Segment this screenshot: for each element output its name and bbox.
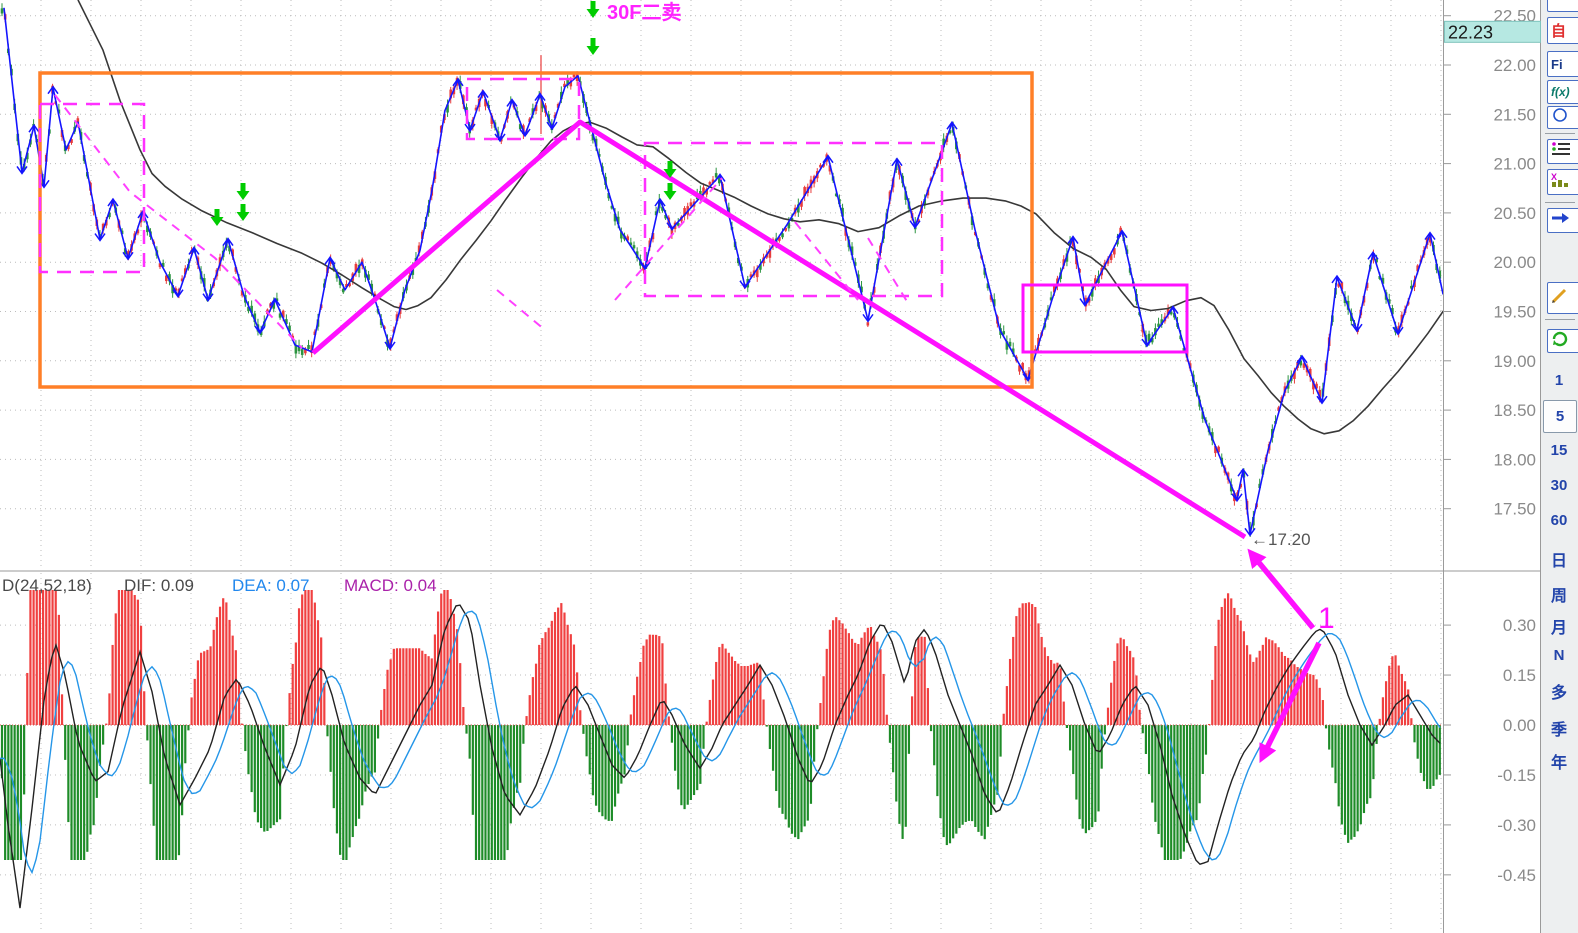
draw-tool-button[interactable] xyxy=(1547,282,1578,314)
chart-canvas[interactable]: 22.5022.0021.5021.0020.5020.0019.5019.00… xyxy=(0,0,1541,933)
period-周[interactable]: 周 xyxy=(1550,588,1567,605)
macd-tick-label: 0.00 xyxy=(1503,716,1536,735)
dea-line xyxy=(0,610,1441,875)
period-60[interactable]: 60 xyxy=(1550,512,1568,529)
dif-line xyxy=(0,604,1441,909)
price-tick-label: 18.50 xyxy=(1493,401,1536,420)
current-price-tag: 22.23 xyxy=(1444,20,1541,43)
period-N[interactable]: N xyxy=(1553,647,1565,664)
quote-list-button[interactable] xyxy=(1547,139,1578,164)
toolbar-separator xyxy=(1545,202,1575,203)
low-price-label: ←17.20 xyxy=(1251,530,1311,549)
toolbar-separator xyxy=(1545,319,1575,320)
price-tick-label: 21.00 xyxy=(1493,155,1536,174)
period-日[interactable]: 日 xyxy=(1550,553,1567,570)
price-tick-label: 20.00 xyxy=(1493,253,1536,272)
toolbar-separator xyxy=(1545,133,1575,134)
macd-tick-label: -0.15 xyxy=(1497,766,1536,785)
annotation-boxes xyxy=(38,71,1189,389)
right-toolbar: 自 Fi f(x) X 1 5 15 30 60 日周月 N 多季年 xyxy=(1541,0,1578,933)
macd-formula-label: D(24,52,18) xyxy=(2,576,92,595)
panel-borders xyxy=(0,0,1541,933)
price-axis: 22.5022.0021.5021.0020.5020.0019.5019.00… xyxy=(1444,7,1541,885)
annotation-marker-1: 1 xyxy=(1318,602,1335,635)
magenta-arrows xyxy=(1247,548,1322,764)
macd-tick-label: -0.30 xyxy=(1497,816,1536,835)
period-年[interactable]: 年 xyxy=(1550,755,1567,772)
period-15[interactable]: 15 xyxy=(1550,442,1568,459)
circle-tool-button[interactable] xyxy=(1547,106,1578,129)
svg-text:X: X xyxy=(1551,172,1557,182)
macd-histogram xyxy=(0,590,1443,860)
custom-stock-button[interactable]: 自 xyxy=(1547,17,1578,44)
switch-button[interactable] xyxy=(1547,208,1578,233)
price-tick-label: 19.00 xyxy=(1493,352,1536,371)
zigzag-segment-line xyxy=(3,7,1443,537)
macd-tick-label: 0.15 xyxy=(1503,666,1536,685)
macd-value-label: MACD: 0.04 xyxy=(344,576,437,595)
period-30[interactable]: 30 xyxy=(1550,477,1568,494)
grid xyxy=(0,0,1443,933)
period-季[interactable]: 季 xyxy=(1550,722,1567,739)
candlestick-series xyxy=(0,3,1442,537)
period-5[interactable]: 5 xyxy=(1543,400,1577,433)
formula-button[interactable]: f(x) xyxy=(1547,80,1578,104)
dif-value-label: DIF: 0.09 xyxy=(124,576,194,595)
sell-signal-label: 30F二卖 xyxy=(607,1,681,24)
price-tick-label: 17.50 xyxy=(1493,500,1536,519)
period-多[interactable]: 多 xyxy=(1550,685,1567,702)
price-tick-label: 19.50 xyxy=(1493,303,1536,322)
period-1[interactable]: 1 xyxy=(1554,372,1564,389)
price-tick-label: 21.50 xyxy=(1493,105,1536,124)
analysis-button[interactable]: X xyxy=(1547,169,1578,195)
ma-line xyxy=(77,0,1443,435)
current-price-value: 22.23 xyxy=(1448,22,1493,42)
clipped-icon-button[interactable] xyxy=(1547,0,1578,12)
overlay-annotations: 30F二卖 ←17.20 1 D(24,52,18) DIF: 0.09 DEA… xyxy=(2,1,1335,764)
dea-value-label: DEA: 0.07 xyxy=(232,576,310,595)
macd-tick-label: -0.45 xyxy=(1497,866,1536,885)
period-月[interactable]: 月 xyxy=(1550,620,1567,637)
price-tick-label: 22.00 xyxy=(1493,56,1536,75)
refresh-button[interactable] xyxy=(1547,329,1578,353)
macd-tick-label: 0.30 xyxy=(1503,616,1536,635)
trend-lines xyxy=(54,94,1247,540)
price-tick-label: 20.50 xyxy=(1493,204,1536,223)
finance-button[interactable]: Fi xyxy=(1547,51,1578,77)
price-tick-label: 18.00 xyxy=(1493,450,1536,469)
sell-signal-arrows xyxy=(210,1,677,226)
